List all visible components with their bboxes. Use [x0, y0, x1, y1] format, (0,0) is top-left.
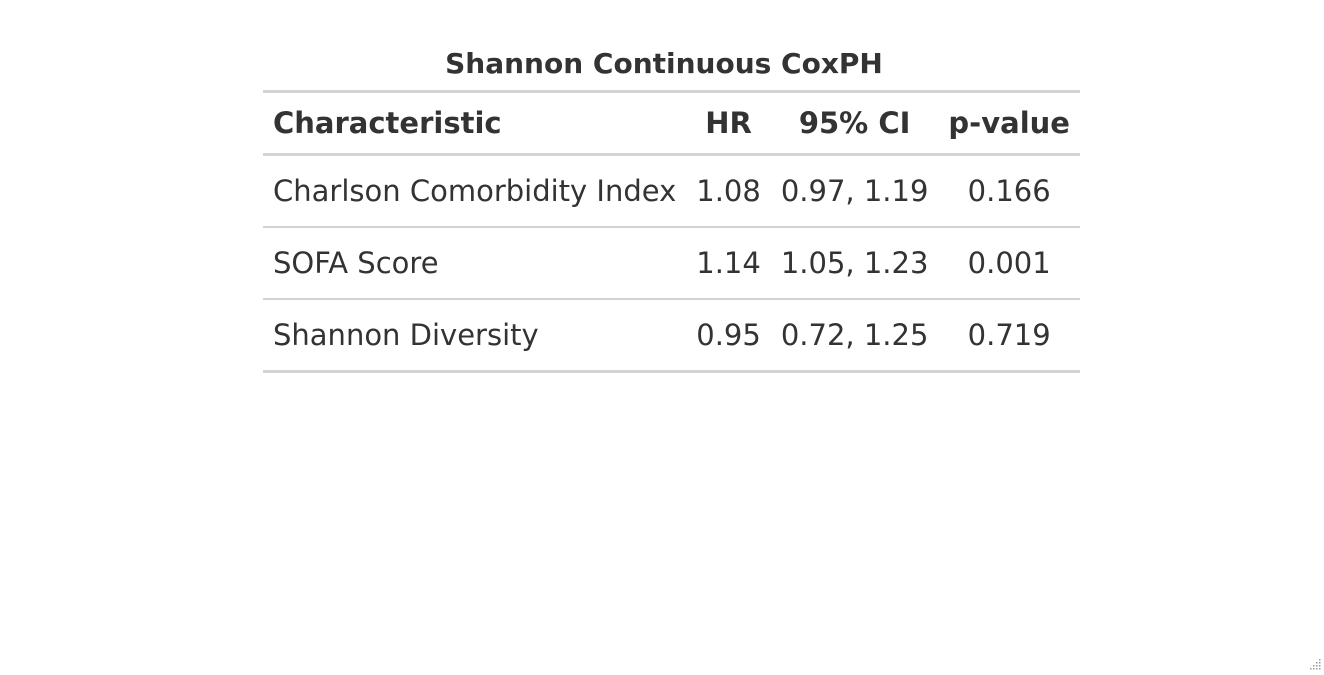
row-ci: 0.97, 1.19 [770, 154, 939, 228]
table-row: Charlson Comorbidity Index 1.08 0.97, 1.… [263, 154, 1080, 228]
row-label: Charlson Comorbidity Index [263, 154, 687, 228]
row-hr: 0.95 [696, 318, 761, 352]
resize-grip-icon[interactable] [1308, 656, 1322, 670]
row-label: Shannon Diversity [273, 318, 539, 352]
row-hr: 1.08 [686, 154, 771, 228]
results-table: Characteristic HR 95% CI p-value Charlso… [263, 90, 1080, 373]
table-row: SOFA Score 1.14 1.05, 1.23 0.001 [263, 227, 1080, 300]
row-pvalue: 0.166 [938, 154, 1080, 228]
table-header: Characteristic HR 95% CI p-value [263, 91, 1080, 156]
row-ci: 1.05, 1.23 [770, 227, 939, 300]
table-title: Shannon Continuous CoxPH [445, 47, 883, 80]
row-hr: 1.14 [686, 227, 771, 300]
header-row: Characteristic HR 95% CI p-value [263, 91, 1080, 156]
header-ci: 95% CI [770, 91, 939, 156]
row-label: SOFA Score [263, 227, 687, 300]
header-hr: HR [686, 91, 771, 156]
row-pvalue: 0.719 [967, 318, 1051, 352]
header-pvalue: p-value [938, 91, 1080, 156]
table-body: Charlson Comorbidity Index 1.08 0.97, 1.… [263, 154, 1080, 372]
row-ci: 0.72, 1.25 [780, 318, 929, 352]
row-pvalue: 0.001 [938, 227, 1080, 300]
regression-table: Shannon Continuous CoxPH Characteristic … [263, 40, 1080, 373]
header-characteristic: Characteristic [263, 91, 687, 156]
table-row: Shannon Diversity 0.95 0.72, 1.25 0.719 [263, 299, 1080, 372]
